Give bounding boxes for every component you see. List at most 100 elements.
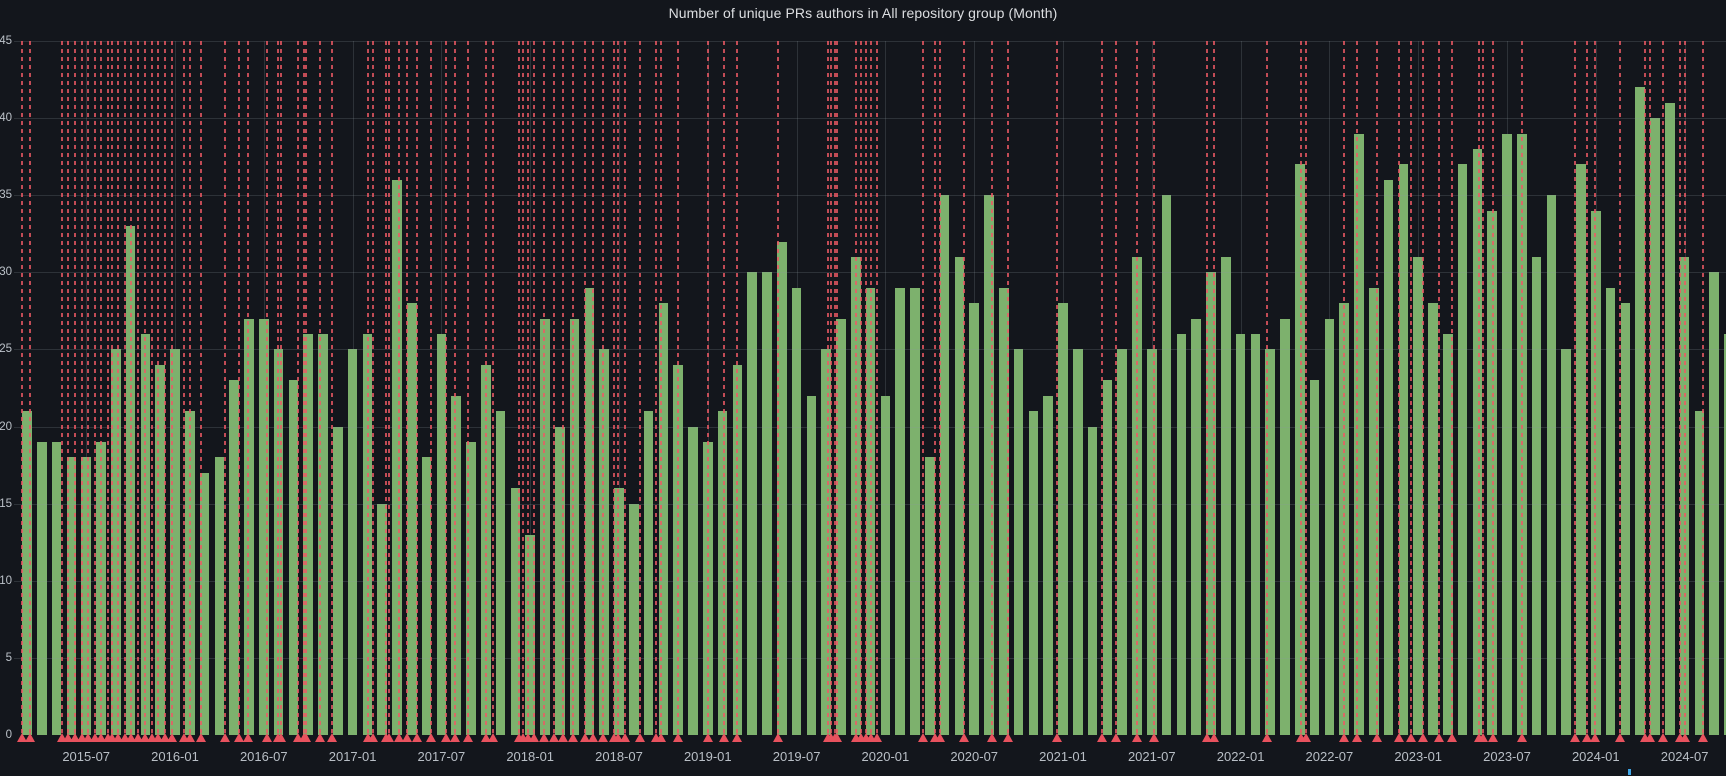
bar[interactable] (525, 534, 535, 735)
annotation-marker[interactable] (402, 733, 412, 742)
annotation-marker[interactable] (1406, 733, 1416, 742)
bar[interactable] (599, 349, 609, 735)
bar[interactable] (1694, 411, 1705, 735)
annotation-marker[interactable] (276, 733, 286, 742)
bar[interactable] (836, 318, 846, 735)
bar[interactable] (199, 472, 210, 735)
bar[interactable] (747, 272, 757, 735)
annotation-marker[interactable] (1570, 733, 1580, 742)
bar[interactable] (1383, 179, 1394, 735)
annotation-marker[interactable] (488, 733, 498, 742)
annotation-marker[interactable] (179, 733, 189, 742)
bar[interactable] (1620, 303, 1631, 735)
bar[interactable] (244, 318, 254, 735)
bar[interactable] (170, 349, 180, 735)
bar[interactable] (1724, 334, 1726, 735)
annotation-marker[interactable] (1478, 733, 1488, 742)
bar[interactable] (303, 334, 313, 735)
bar[interactable] (495, 411, 506, 735)
annotation-marker[interactable] (598, 733, 608, 742)
annotation-marker[interactable] (1698, 733, 1708, 742)
annotation-marker[interactable] (872, 733, 882, 742)
annotation-marker[interactable] (113, 733, 123, 742)
annotation-marker[interactable] (673, 733, 683, 742)
bar[interactable] (1295, 164, 1305, 735)
bar[interactable] (37, 441, 47, 735)
annotation-marker[interactable] (1447, 733, 1457, 742)
annotation-marker[interactable] (1111, 733, 1121, 742)
annotation-marker[interactable] (167, 733, 177, 742)
bar[interactable] (1043, 395, 1053, 735)
annotation-marker[interactable] (220, 733, 230, 742)
bar[interactable] (1531, 256, 1542, 735)
annotation-marker[interactable] (70, 733, 80, 742)
bar[interactable] (1546, 195, 1557, 735)
bar[interactable] (1176, 334, 1187, 735)
annotation-marker[interactable] (719, 733, 729, 742)
bar[interactable] (1073, 349, 1083, 735)
bar[interactable] (1665, 102, 1675, 735)
bar[interactable] (1428, 303, 1438, 735)
bar[interactable] (259, 318, 269, 735)
bar[interactable] (791, 287, 802, 735)
annotation-marker[interactable] (412, 733, 422, 742)
annotation-marker[interactable] (588, 733, 598, 742)
bar[interactable] (347, 349, 358, 735)
bar[interactable] (1576, 164, 1586, 735)
bar[interactable] (333, 426, 343, 735)
annotation-marker[interactable] (918, 733, 928, 742)
annotation-marker[interactable] (987, 733, 997, 742)
bar[interactable] (510, 488, 521, 735)
annotation-marker[interactable] (539, 733, 549, 742)
annotation-marker[interactable] (234, 733, 244, 742)
annotation-marker[interactable] (656, 733, 666, 742)
annotation-marker[interactable] (327, 733, 337, 742)
annotation-marker[interactable] (1418, 733, 1428, 742)
bar[interactable] (155, 364, 165, 735)
annotation-marker[interactable] (368, 733, 378, 742)
bar[interactable] (717, 411, 728, 735)
bar[interactable] (969, 303, 979, 735)
bar[interactable] (1502, 133, 1512, 735)
bar[interactable] (540, 318, 550, 735)
annotation-marker[interactable] (1132, 733, 1142, 742)
annotation-marker[interactable] (1202, 733, 1212, 742)
bar[interactable] (1087, 426, 1098, 735)
bar[interactable] (1605, 287, 1616, 735)
bar[interactable] (466, 441, 476, 735)
annotation-marker[interactable] (1488, 733, 1498, 742)
annotation-marker[interactable] (1301, 733, 1311, 742)
bar[interactable] (1457, 164, 1468, 735)
annotation-marker[interactable] (301, 733, 311, 742)
annotation-marker[interactable] (773, 733, 783, 742)
annotation-marker[interactable] (196, 733, 206, 742)
annotation-marker[interactable] (25, 733, 35, 742)
annotation-marker[interactable] (140, 733, 150, 742)
bar[interactable] (51, 441, 62, 735)
annotation-marker[interactable] (315, 733, 325, 742)
bar[interactable] (1161, 195, 1172, 735)
annotation-marker[interactable] (57, 733, 67, 742)
bar[interactable] (614, 488, 624, 735)
annotation-marker[interactable] (90, 733, 100, 742)
annotation-marker[interactable] (1052, 733, 1062, 742)
annotation-marker[interactable] (185, 733, 195, 742)
bar[interactable] (1561, 349, 1571, 735)
annotation-marker[interactable] (549, 733, 559, 742)
bar[interactable] (1354, 133, 1364, 735)
annotation-marker[interactable] (293, 733, 303, 742)
annotation-marker[interactable] (523, 733, 533, 742)
bar[interactable] (81, 457, 91, 735)
bar[interactable] (1206, 272, 1216, 735)
bar[interactable] (880, 395, 891, 735)
bar[interactable] (925, 457, 935, 735)
annotation-marker[interactable] (732, 733, 742, 742)
annotation-marker[interactable] (450, 733, 460, 742)
annotation-marker[interactable] (17, 733, 27, 742)
annotation-marker[interactable] (481, 733, 491, 742)
bar[interactable] (762, 272, 772, 735)
bar[interactable] (1250, 334, 1261, 735)
bar[interactable] (643, 411, 654, 735)
bar[interactable] (910, 287, 920, 735)
bar[interactable] (629, 503, 639, 735)
